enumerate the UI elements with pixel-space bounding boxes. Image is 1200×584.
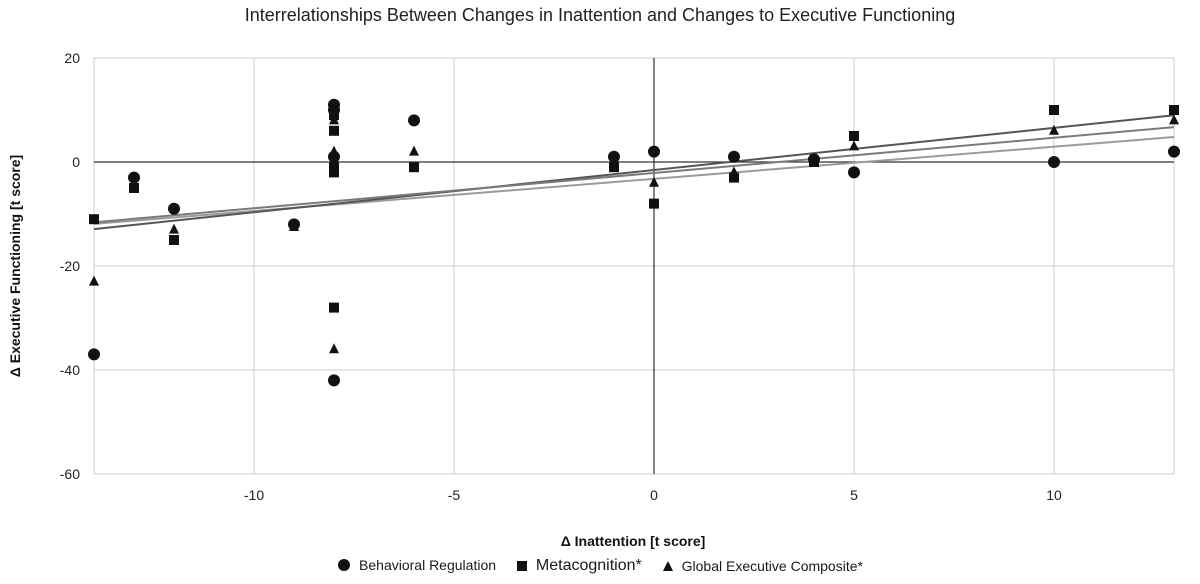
grid-lines [93,57,1175,475]
legend-item-behavioral-regulation: Behavioral Regulation [337,557,496,573]
trendline-triangle [93,126,1175,224]
data-point-triangle [329,343,339,354]
data-point-triangle [729,166,739,177]
data-point-circle [168,202,180,215]
chart-title: Interrelationships Between Changes in In… [244,5,956,25]
data-point-triangle [329,145,339,156]
data-point-circle [128,171,140,184]
legend: Behavioral Regulation Metacognition* Glo… [0,557,1200,575]
triangle-marker-icon [662,561,673,571]
data-point-square [1049,105,1059,115]
y-tick-label: 20 [64,50,80,66]
trendline-square [93,114,1175,231]
data-point-square [329,167,339,178]
legend-label: Metacognition* [535,557,642,574]
x-tick-label: 10 [1046,487,1062,503]
legend-label: Behavioral Regulation [359,557,497,573]
data-point-square [329,162,339,173]
axes [94,58,1174,474]
data-point-square [649,198,659,209]
x-tick-label: -5 [448,487,461,503]
y-tick-label: -40 [60,362,80,378]
data-point-triangle [1169,114,1179,125]
y-tick-label: -60 [60,466,80,482]
data-point-triangle [169,223,179,234]
y-tick-label: -20 [60,258,80,274]
trendline-circle [93,136,1175,225]
data-point-square [409,162,419,173]
legend-label: Global Executive Composite* [681,558,863,574]
data-point-square [849,131,859,141]
data-point-circle [648,145,660,158]
tick-labels: -10 -5 0 5 10 20 0 -20 -40 -60 [60,50,1062,503]
data-point-square [329,302,339,313]
data-point-square [129,183,139,193]
trendlines [93,114,1175,231]
data-point-triangle [89,275,99,286]
data-point-circle [328,374,340,387]
data-point-square [729,172,739,183]
data-point-triangle [849,140,859,151]
data-point-circle [408,114,420,127]
circle-marker-icon [338,559,351,571]
data-point-triangle [649,176,659,187]
x-axis-label: Δ Inattention [t score] [561,533,706,549]
data-point-square [1169,105,1179,115]
square-marker-icon [516,561,527,571]
data-point-circle [1168,145,1180,158]
x-tick-label: 5 [850,487,858,503]
data-point-triangle [809,153,819,164]
data-point-circle [728,150,740,163]
data-point-square [169,235,179,245]
legend-item-metacognition: Metacognition* [516,557,642,575]
data-point-square [329,125,339,136]
data-point-triangle [289,221,299,231]
data-point-circle [608,150,620,163]
y-tick-label: 0 [72,154,80,170]
data-point-triangle [609,158,619,169]
legend-item-global-executive-composite: Global Executive Composite* [662,558,863,574]
data-point-triangle [329,114,339,125]
x-tick-label: 0 [650,487,658,503]
data-point-circle [848,166,860,179]
data-point-triangle [409,145,419,156]
data-points [88,98,1180,387]
data-point-circle [1048,156,1060,168]
data-point-circle [88,348,100,361]
data-point-square [89,214,99,225]
x-tick-label: -10 [244,487,264,503]
scatter-chart: -10 -5 0 5 10 20 0 -20 -40 -60 Δ Inattention [t s… [7,50,1180,549]
y-axis-label: Δ Executive Functioning [t score] [7,155,23,377]
data-point-triangle [1049,124,1059,135]
